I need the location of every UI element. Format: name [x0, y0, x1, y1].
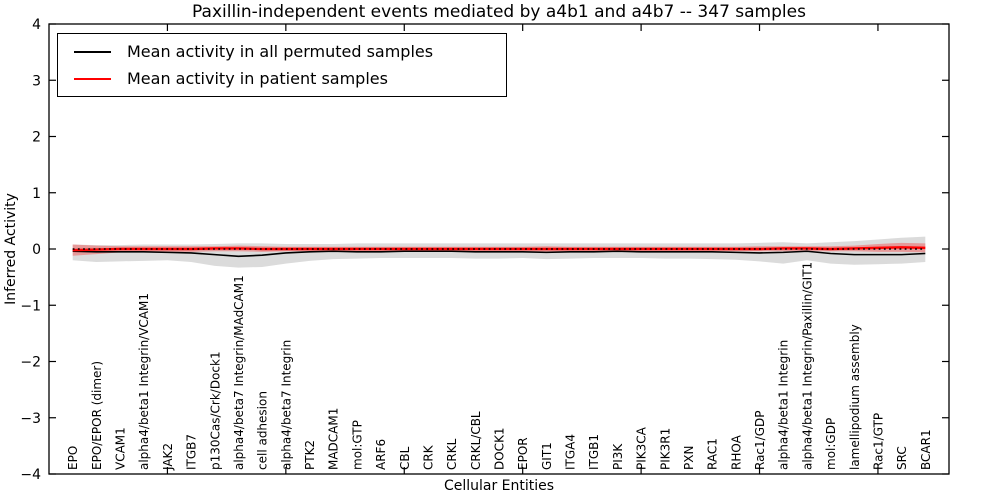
series-line-permuted	[72, 250, 926, 258]
x-category-label: SRC	[895, 446, 909, 470]
x-category-label: PXN	[682, 446, 696, 470]
x-category-label-group: MADCAM1	[327, 408, 341, 470]
y-tick-label: −1	[20, 298, 41, 314]
x-category-label-group: ITGB1	[587, 434, 601, 470]
x-category-label-group: CRKL	[445, 438, 459, 470]
x-category-label-group: EPOR	[516, 437, 530, 470]
x-category-label: BCAR1	[919, 429, 933, 470]
x-category-label-group: cell adhesion	[256, 391, 270, 470]
x-category-label-group: RHOA	[729, 434, 743, 470]
x-category-label-group: ITGA4	[564, 434, 578, 470]
legend-line-swatch	[74, 50, 111, 53]
x-category-label: PIK3R1	[658, 428, 672, 470]
x-category-label-group: mol:GTP	[350, 420, 364, 470]
x-category-label-group: VCAM1	[114, 427, 128, 470]
x-category-label: alpha4/beta1 Integrin	[777, 340, 791, 470]
x-category-label: CRKL	[445, 438, 459, 470]
legend-entry: Mean activity in all permuted samples	[74, 42, 506, 61]
x-category-label-group: CRKL/CBL	[469, 411, 483, 470]
x-category-label: alpha4/beta7 Integrin	[279, 340, 293, 470]
x-category-label: ITGA4	[564, 434, 578, 470]
x-category-label-group: alpha4/beta1 Integrin/VCAM1	[137, 293, 151, 470]
y-tick-label: 4	[32, 17, 41, 33]
x-category-label: Rac1/GTP	[871, 413, 885, 470]
x-category-label: PTK2	[303, 440, 317, 470]
x-category-label: alpha4/beta1 Integrin/Paxillin/GIT1	[800, 262, 814, 470]
y-tick-label: 2	[32, 130, 41, 146]
x-category-label-group: PXN	[682, 446, 696, 470]
x-category-label-group: CBL	[398, 446, 412, 470]
x-category-label: RHOA	[729, 434, 743, 470]
x-category-label: mol:GTP	[350, 420, 364, 470]
x-category-label-group: PIK3R1	[658, 428, 672, 470]
x-category-label-group: lamellipodium assembly	[848, 324, 862, 470]
x-axis-label: Cellular Entities	[443, 478, 555, 494]
y-tick-label: 0	[32, 242, 41, 258]
x-category-label-group: alpha4/beta1 Integrin	[777, 340, 791, 470]
y-axis-label: Inferred Activity	[3, 193, 19, 305]
x-category-label-group: EPO/EPOR (dimer)	[90, 361, 104, 470]
legend-entry: Mean activity in patient samples	[74, 69, 506, 88]
x-category-label-group: ARF6	[374, 439, 388, 470]
x-category-label: VCAM1	[114, 427, 128, 470]
x-category-label: alpha4/beta1 Integrin/VCAM1	[137, 293, 151, 470]
x-category-label: mol:GDP	[824, 418, 838, 470]
x-category-label-group: mol:GDP	[824, 418, 838, 470]
chart-title: Paxillin-independent events mediated by …	[192, 2, 806, 22]
legend-entry-label: Mean activity in all permuted samples	[127, 42, 434, 61]
legend-box: Mean activity in all permuted samples Mea…	[57, 33, 507, 97]
x-category-label-group: PI3K	[611, 443, 625, 470]
legend-entry-label: Mean activity in patient samples	[127, 69, 388, 88]
x-category-label: lamellipodium assembly	[848, 324, 862, 470]
x-category-label-group: DOCK1	[493, 427, 507, 470]
x-category-label: PIK3CA	[635, 426, 649, 470]
x-category-label: MADCAM1	[327, 408, 341, 470]
x-category-label-group: JAK2	[161, 443, 175, 471]
x-category-label: cell adhesion	[256, 391, 270, 470]
x-category-label: JAK2	[161, 443, 175, 471]
x-category-label: ITGB7	[185, 434, 199, 470]
x-category-label-group: PTK2	[303, 440, 317, 470]
x-category-label-group: GIT1	[540, 442, 554, 470]
legend-line-swatch	[74, 77, 111, 80]
y-tick-label: 1	[32, 186, 41, 202]
x-category-label: PI3K	[611, 443, 625, 470]
x-category-label-group: PIK3CA	[635, 426, 649, 470]
y-tick-label: 3	[32, 73, 41, 89]
x-category-label: alpha4/beta7 Integrin/MAdCAM1	[232, 275, 246, 470]
x-category-label-group: alpha4/beta1 Integrin/Paxillin/GIT1	[800, 262, 814, 470]
x-category-label: GIT1	[540, 442, 554, 470]
x-category-label-group: Rac1/GDP	[753, 411, 767, 470]
x-category-label: p130Cas/Crk/Dock1	[208, 351, 222, 470]
x-category-label-group: SRC	[895, 446, 909, 470]
x-category-label-group: alpha4/beta7 Integrin/MAdCAM1	[232, 275, 246, 470]
y-tick-label: −3	[20, 411, 41, 427]
x-category-label-group: Rac1/GTP	[871, 413, 885, 470]
x-category-label: CRKL/CBL	[469, 411, 483, 470]
y-tick-label: −2	[20, 355, 41, 371]
x-category-label-group: CRK	[421, 444, 435, 470]
x-category-label: ITGB1	[587, 434, 601, 470]
x-category-label-group: alpha4/beta7 Integrin	[279, 340, 293, 470]
x-category-label: EPOR	[516, 437, 530, 470]
y-tick-label: −4	[20, 467, 41, 483]
x-category-label-group: BCAR1	[919, 429, 933, 470]
x-category-label: EPO	[66, 446, 80, 470]
x-category-label: CBL	[398, 446, 412, 470]
x-category-label-group: ITGB7	[185, 434, 199, 470]
x-category-label: Rac1/GDP	[753, 411, 767, 470]
x-category-label-group: EPO	[66, 446, 80, 470]
x-category-label: EPO/EPOR (dimer)	[90, 361, 104, 470]
x-category-label-group: RAC1	[706, 438, 720, 470]
x-category-label-group: p130Cas/Crk/Dock1	[208, 351, 222, 470]
x-category-label: RAC1	[706, 438, 720, 470]
x-category-label: DOCK1	[493, 427, 507, 470]
x-category-label: ARF6	[374, 439, 388, 470]
x-category-label: CRK	[421, 444, 435, 470]
